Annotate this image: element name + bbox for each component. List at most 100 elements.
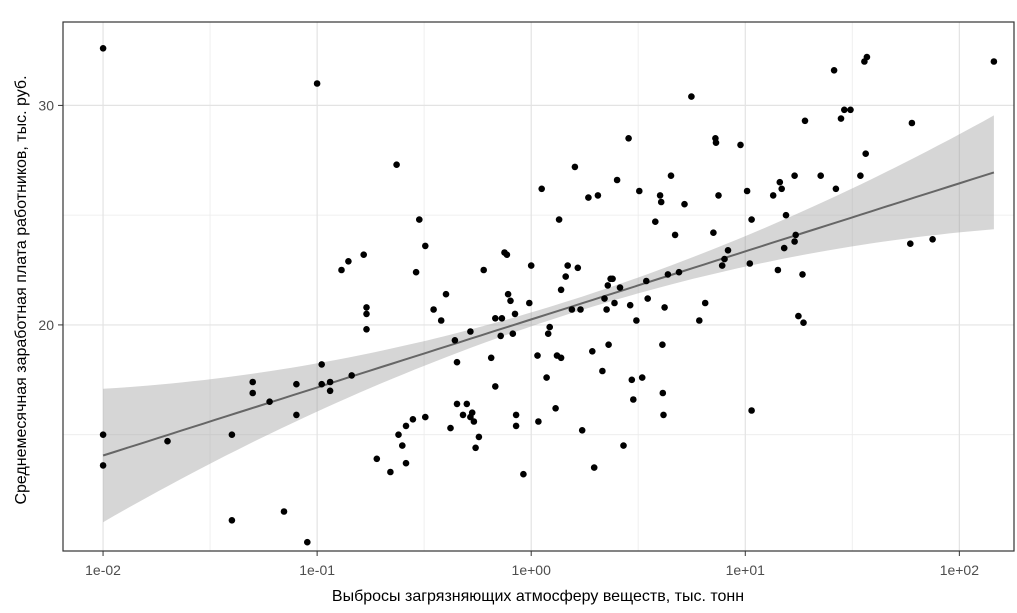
data-point <box>447 424 454 432</box>
data-point <box>643 277 650 285</box>
data-point <box>748 216 755 223</box>
data-point <box>535 418 542 425</box>
data-point <box>769 192 777 199</box>
data-point <box>470 418 478 425</box>
data-point <box>249 378 256 386</box>
data-point <box>585 194 592 201</box>
data-point <box>409 416 417 423</box>
data-point <box>718 262 726 269</box>
data-point <box>363 304 370 311</box>
x-tick-label: 1e+01 <box>726 562 766 578</box>
data-point <box>625 135 632 142</box>
data-point <box>512 422 520 430</box>
data-point <box>795 312 802 320</box>
data-point <box>526 299 533 307</box>
data-point <box>599 367 606 375</box>
data-point <box>675 268 683 276</box>
data-point <box>620 442 627 449</box>
data-point <box>492 383 499 390</box>
data-point <box>604 282 612 289</box>
data-point <box>847 106 854 114</box>
trend-line <box>102 171 995 457</box>
data-point <box>626 301 634 309</box>
data-point <box>228 517 236 524</box>
y-axis-label: Среднемесячная заработная плата работник… <box>13 75 30 504</box>
data-point <box>857 172 864 179</box>
data-point <box>293 411 300 419</box>
data-point <box>791 238 798 245</box>
data-point <box>633 317 640 324</box>
data-point <box>504 290 512 298</box>
data-point <box>681 200 688 208</box>
grid-lines <box>63 22 1014 551</box>
data-point <box>616 284 624 291</box>
data-point <box>544 330 552 338</box>
data-point <box>778 185 785 193</box>
data-point <box>841 106 848 114</box>
data-point <box>543 374 550 381</box>
data-point <box>656 192 664 199</box>
data-point <box>492 315 499 322</box>
data-point <box>507 297 514 305</box>
data-point <box>657 198 665 206</box>
x-tick-label: 1e+00 <box>512 562 552 578</box>
data-point <box>664 271 672 278</box>
data-point <box>304 538 311 546</box>
data-point <box>746 260 754 267</box>
data-point <box>594 192 602 199</box>
data-point <box>395 431 402 439</box>
data-point <box>453 358 461 366</box>
data-point <box>578 427 586 434</box>
data-point <box>780 244 788 252</box>
data-point <box>393 161 400 168</box>
data-point <box>99 462 107 469</box>
data-point <box>603 306 610 313</box>
data-point <box>453 400 461 408</box>
data-point <box>459 411 467 419</box>
x-tick-label: 1e-02 <box>85 562 121 578</box>
y-tick-label: 30 <box>38 97 54 113</box>
data-point <box>422 242 429 250</box>
data-point <box>782 211 790 219</box>
data-point <box>830 67 838 74</box>
data-point <box>527 262 535 269</box>
data-point <box>701 299 709 307</box>
data-point <box>862 150 869 157</box>
data-point <box>907 240 914 247</box>
data-point <box>837 115 845 122</box>
data-point <box>791 172 798 179</box>
data-point <box>724 247 732 254</box>
data-point <box>605 341 612 349</box>
data-point <box>512 411 520 419</box>
data-point <box>422 413 429 421</box>
data-point <box>538 185 545 193</box>
data-point <box>498 315 506 322</box>
data-point <box>688 93 695 100</box>
confidence-band-area <box>103 115 994 523</box>
data-point <box>511 310 519 318</box>
data-point <box>577 306 584 313</box>
data-point <box>737 141 744 149</box>
data-point <box>520 470 527 478</box>
data-point <box>363 310 370 318</box>
data-point <box>430 306 437 313</box>
data-point <box>326 378 334 386</box>
data-point <box>696 317 703 324</box>
data-point <box>929 236 936 243</box>
data-point <box>609 275 616 283</box>
data-point <box>638 374 646 381</box>
data-point <box>748 407 755 414</box>
data-point <box>571 163 579 171</box>
data-point <box>792 231 799 239</box>
data-point <box>338 266 345 274</box>
data-point <box>472 444 479 452</box>
data-point <box>402 459 410 467</box>
data-point <box>164 437 171 445</box>
x-axis-label: Выбросы загрязняющих атмосферу веществ, … <box>332 588 744 605</box>
data-point <box>659 341 666 349</box>
data-point <box>480 266 488 274</box>
data-point <box>503 251 511 258</box>
data-point <box>228 431 236 439</box>
data-point <box>799 271 806 278</box>
